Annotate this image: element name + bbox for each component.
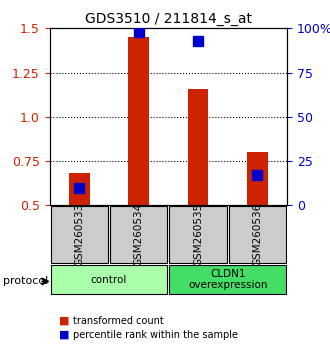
Text: ■: ■ (59, 330, 70, 339)
Text: control: control (91, 275, 127, 285)
Bar (187, 88, 209, 205)
Text: percentile rank within the sample: percentile rank within the sample (73, 330, 238, 340)
Title: GDS3510 / 211814_s_at: GDS3510 / 211814_s_at (85, 12, 252, 26)
FancyBboxPatch shape (170, 206, 226, 263)
FancyBboxPatch shape (51, 206, 108, 263)
FancyBboxPatch shape (229, 206, 286, 263)
Text: GSM260533: GSM260533 (74, 203, 84, 266)
Bar (69, 173, 90, 205)
Bar (247, 152, 268, 205)
Text: GSM260535: GSM260535 (193, 203, 203, 266)
FancyBboxPatch shape (51, 266, 167, 294)
Bar (128, 37, 149, 205)
Text: ■: ■ (59, 315, 70, 325)
Text: CLDN1
overexpression: CLDN1 overexpression (188, 269, 267, 291)
Text: GSM260534: GSM260534 (134, 203, 144, 266)
FancyBboxPatch shape (170, 266, 286, 294)
Text: transformed count: transformed count (73, 316, 163, 326)
Text: GSM260536: GSM260536 (252, 203, 262, 266)
FancyBboxPatch shape (110, 206, 167, 263)
Text: protocol: protocol (3, 276, 49, 286)
